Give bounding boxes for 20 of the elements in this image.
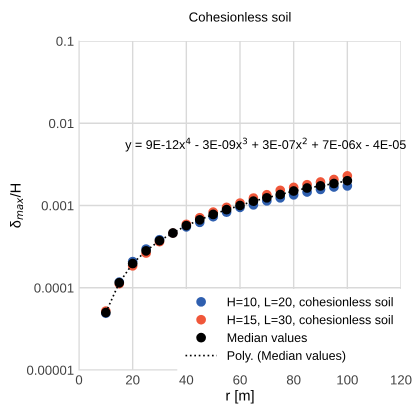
y-axis-title: δ$_{max}$/H [10,184,24,228]
x-tick-label: 20 [126,375,140,385]
x-tick-label: 100 [337,375,358,385]
x-tick-label: 60 [233,375,247,385]
y-tick-label: 0.00001 [26,366,74,375]
y-tick-label: 0.1 [56,36,74,46]
x-tick-label: 120 [391,375,412,385]
y-tick-label: 0.001 [42,201,74,210]
y-tick-label: 0.0001 [34,283,74,293]
x-tick-label: 40 [179,375,194,385]
y-tick-label: 0.01 [48,118,74,128]
legend-label: H=10, L=20, cohesionless soil [228,297,393,308]
legend-label: Median values [228,332,307,342]
legend-label: Poly. (Median values) [228,350,346,362]
chart-title: Cohesionless soil [189,12,290,22]
legend-label: H=15, L=30, cohesionless soil [228,315,393,326]
x-axis-title: r [m] [226,390,254,404]
x-tick-label: 80 [286,375,300,385]
annotation: y = 9E-12x$^{4}$ - 3E-09x$^{3}$ + 3E-07x$^{2}$ + 7E-06x - 4E-05 [125,138,406,152]
x-tick-label: 0 [76,375,82,385]
